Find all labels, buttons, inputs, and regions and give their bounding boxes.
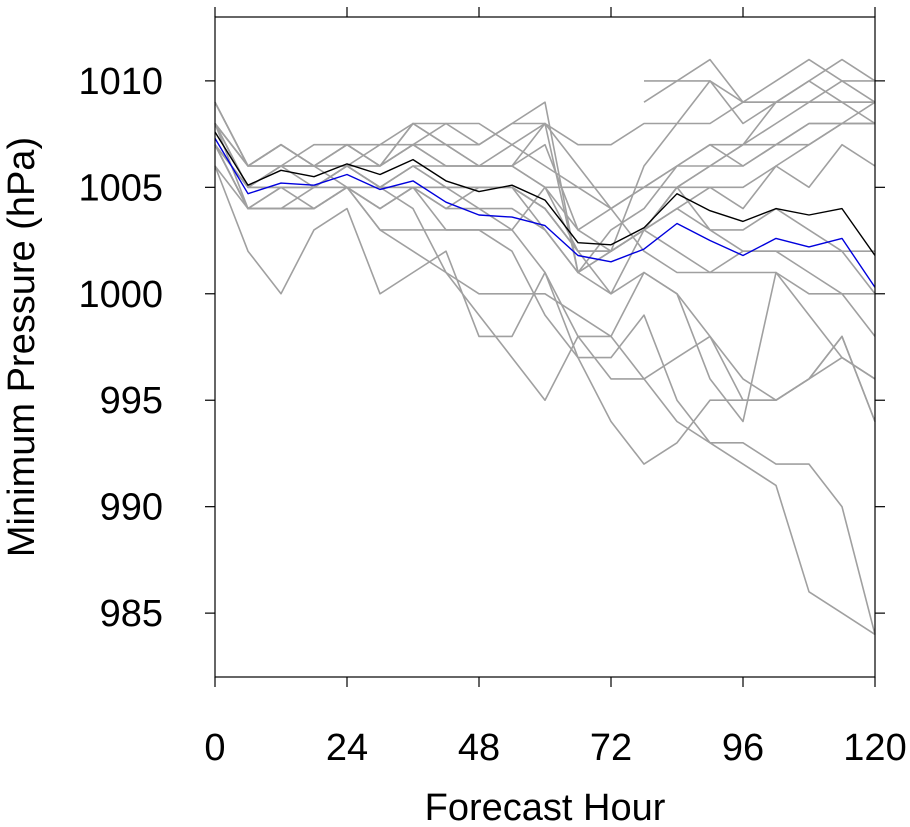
x-axis-label: Forecast Hour xyxy=(425,787,666,827)
y-axis-label: Minimum Pressure (hPa) xyxy=(1,137,43,557)
ensemble-member-line xyxy=(214,144,876,465)
x-tick-label: 120 xyxy=(843,727,906,769)
black-series-line xyxy=(214,131,876,256)
y-tick-label: 990 xyxy=(100,487,163,529)
x-tick-label: 0 xyxy=(204,727,225,769)
ensemble-member-line xyxy=(643,58,875,103)
x-tick-label: 72 xyxy=(590,727,632,769)
blue-series-line xyxy=(214,138,876,288)
y-tick-label: 985 xyxy=(100,593,163,635)
series-layer xyxy=(214,58,876,636)
y-tick-label: 1000 xyxy=(78,274,163,316)
plot-frame xyxy=(214,16,876,678)
ensemble-member-line xyxy=(214,122,875,210)
ensemble-member-line xyxy=(214,101,875,167)
ensemble-member-line xyxy=(214,101,875,295)
ensemble-member-line xyxy=(214,144,876,422)
ensemble-member-line xyxy=(214,144,876,402)
y-tick-label: 1005 xyxy=(78,167,163,209)
ticks-layer: 0 24 48 72 96 120 985 990 995 1000 1005 1010 xyxy=(78,7,907,769)
x-tick-label: 24 xyxy=(326,727,368,769)
y-tick-label: 995 xyxy=(100,380,163,422)
ensemble-member-line xyxy=(214,144,876,337)
ensemble-member-line xyxy=(214,122,875,231)
y-tick-label: 1010 xyxy=(78,61,163,103)
ensemble-member-line xyxy=(644,58,875,103)
ensemble-member-line xyxy=(214,101,876,189)
ensemble-member-line xyxy=(214,165,876,423)
x-tick-label: 96 xyxy=(722,727,764,769)
x-tick-label: 48 xyxy=(458,727,500,769)
